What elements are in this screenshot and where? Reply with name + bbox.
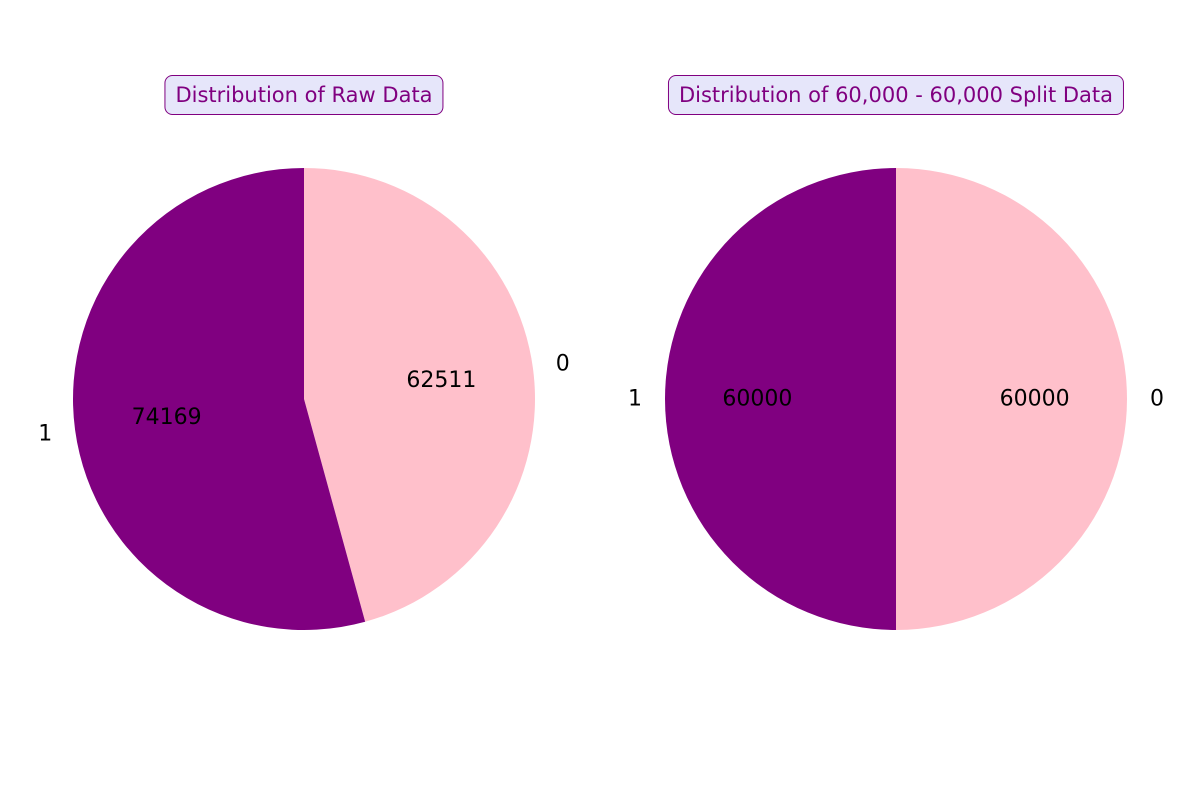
pie2-slice-0 (896, 168, 1127, 630)
pie2-category-label-0: 0 (1150, 387, 1164, 412)
pie1-value-label-0: 62511 (406, 368, 476, 393)
pie-title-raw: Distribution of Raw Data (164, 75, 444, 115)
pie2-category-label-1: 1 (628, 387, 642, 412)
pie1-slice-1 (73, 168, 366, 630)
pie1-slice-0 (304, 168, 536, 622)
pie1-category-label-1: 1 (38, 421, 52, 446)
pie1-category-label-0: 0 (556, 352, 570, 377)
pie2-slice-1 (665, 168, 896, 630)
pie2-value-label-0: 60000 (1000, 387, 1070, 412)
pie2-value-label-1: 60000 (722, 387, 792, 412)
pie-title-split: Distribution of 60,000 - 60,000 Split Da… (667, 75, 1125, 115)
pie1-value-label-1: 74169 (132, 405, 202, 430)
